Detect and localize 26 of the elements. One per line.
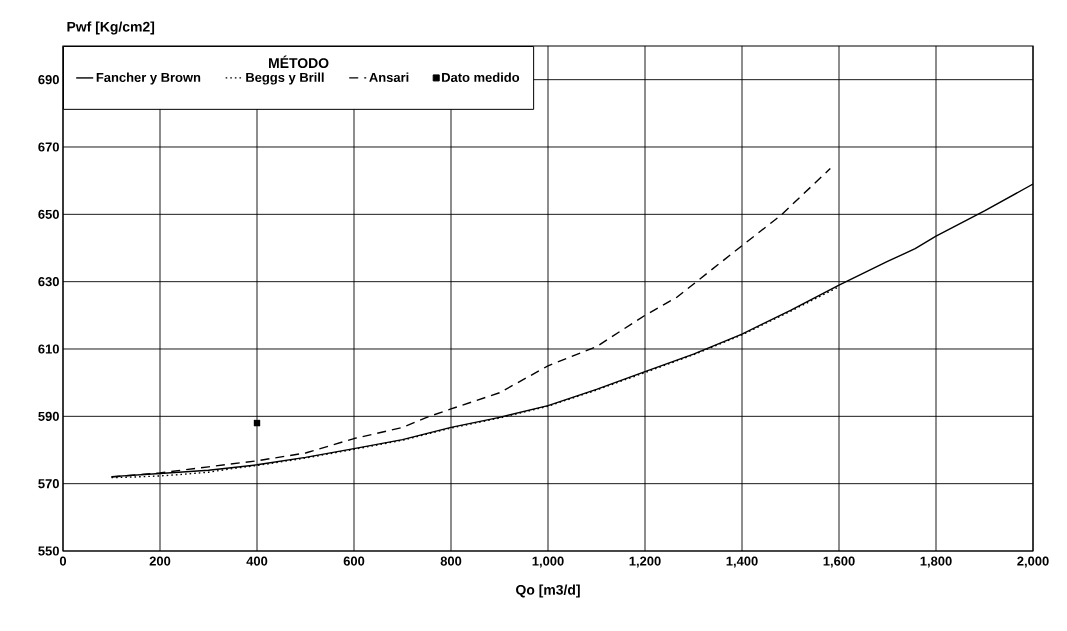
y-tick-label: 650 [38,209,59,219]
legend-label: Beggs y Brill [246,72,324,85]
x-tick-label: 1,000 [532,556,564,568]
y-tick-label: 670 [38,142,59,152]
x-tick-label: 1,400 [726,556,758,568]
y-tick-label: 690 [38,75,59,85]
x-tick-label: 400 [246,556,268,566]
x-tick-label: 1,200 [629,556,661,568]
y-axis-title: Pwf [Kg/cm2] [67,21,155,35]
x-tick-label: 600 [343,556,365,566]
x-tick-label: 2,000 [1017,556,1049,568]
x-tick-label: 200 [149,556,171,566]
legend-label: Dato medido [442,72,520,82]
legend-title: MÉTODO [269,55,329,69]
y-tick-label: 610 [38,344,59,354]
legend-label: Fancher y Brown [96,72,201,85]
x-tick-label: 0 [59,556,67,566]
legend-label: Ansari [369,72,409,82]
y-tick-label: 550 [38,546,59,556]
y-tick-label: 590 [38,411,59,421]
y-tick-label: 570 [38,479,59,489]
x-tick-label: 1,600 [823,556,855,568]
x-tick-label: 800 [440,556,462,566]
x-axis-title: Qo [m3/d] [516,584,580,598]
x-tick-label: 1,800 [920,556,952,568]
y-tick-label: 630 [38,277,59,287]
